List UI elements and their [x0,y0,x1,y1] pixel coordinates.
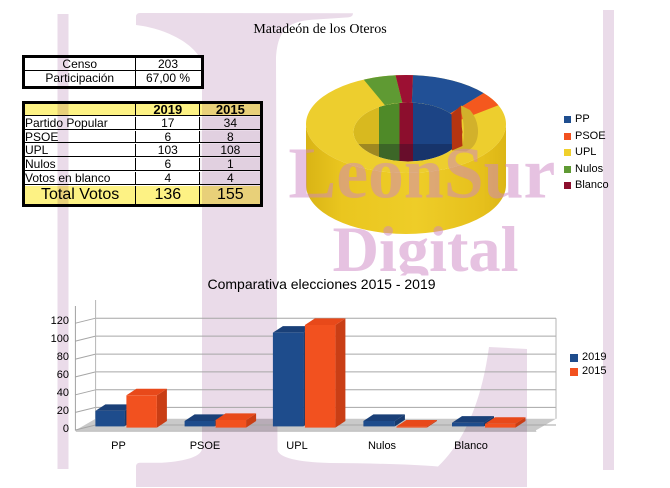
svg-text:PSOE: PSOE [190,440,221,452]
svg-text:0: 0 [63,423,69,435]
svg-text:Nulos: Nulos [368,440,397,452]
svg-text:120: 120 [51,315,69,327]
svg-text:60: 60 [57,369,69,381]
svg-text:UPL: UPL [286,440,307,452]
svg-text:100: 100 [51,333,69,345]
svg-text:PP: PP [111,440,126,452]
svg-text:80: 80 [57,351,69,363]
svg-text:20: 20 [57,405,69,417]
svg-text:Blanco: Blanco [454,440,488,452]
svg-text:Digital: Digital [333,214,519,286]
svg-text:LeonSur: LeonSur [288,133,555,214]
svg-text:40: 40 [57,387,69,399]
